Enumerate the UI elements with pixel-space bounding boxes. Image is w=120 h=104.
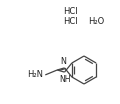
- Text: HCl: HCl: [63, 17, 78, 25]
- Text: HCl: HCl: [63, 6, 78, 15]
- Text: N: N: [61, 57, 66, 66]
- Text: H₂N: H₂N: [27, 70, 43, 79]
- Text: NH: NH: [59, 75, 70, 84]
- Text: H₂O: H₂O: [88, 17, 104, 25]
